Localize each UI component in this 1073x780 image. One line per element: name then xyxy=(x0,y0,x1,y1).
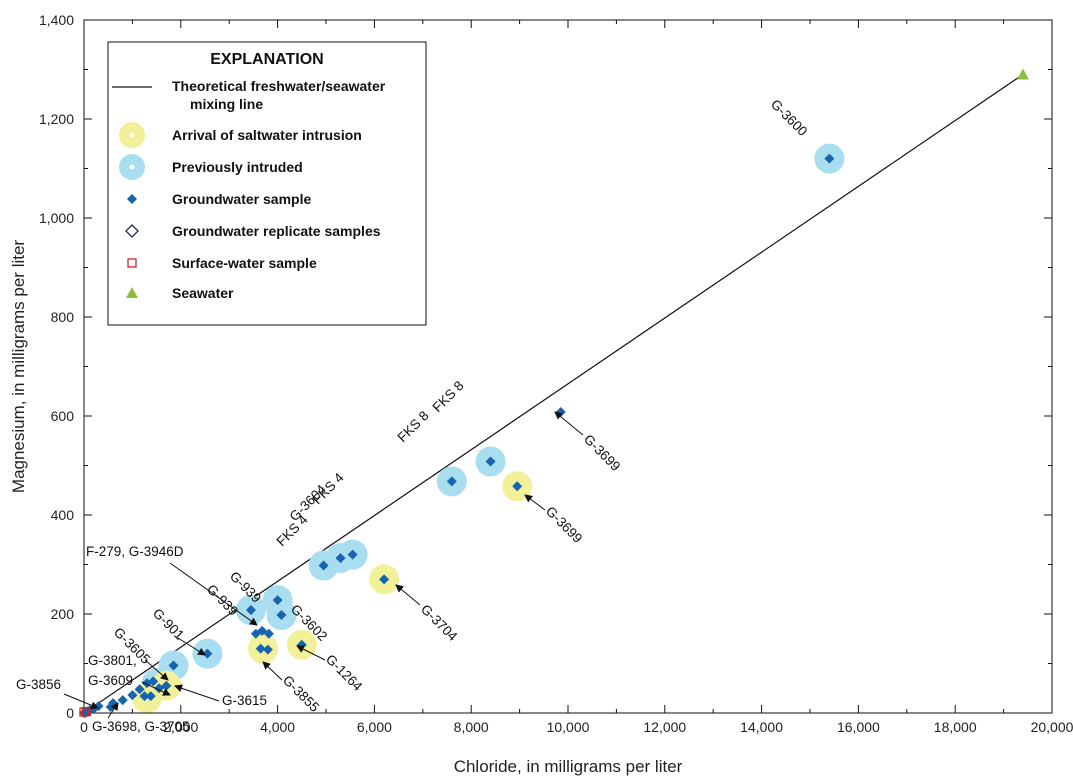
y-tick-label: 1,200 xyxy=(39,111,74,127)
groundwater-point xyxy=(555,407,566,418)
legend-label: Seawater xyxy=(172,285,234,301)
groundwater-point xyxy=(379,574,390,585)
legend-surface-swatch xyxy=(127,258,137,268)
x-tick-label: 18,000 xyxy=(934,719,977,735)
point-annotation: G-3855 xyxy=(280,673,322,715)
point-annotation: G-1264 xyxy=(323,652,366,695)
seawater-point xyxy=(1016,68,1029,80)
x-tick-label: 4,000 xyxy=(260,719,295,735)
groundwater-point xyxy=(276,609,287,620)
y-tick-label: 400 xyxy=(51,507,75,523)
y-tick-label: 0 xyxy=(66,705,74,721)
groundwater-point xyxy=(117,695,128,706)
legend-seawater-swatch xyxy=(126,287,138,298)
groundwater-point xyxy=(318,560,329,571)
groundwater-point xyxy=(335,553,346,564)
point-annotation: G-3699 xyxy=(543,504,585,546)
groundwater-point xyxy=(824,153,835,164)
annotation-arrow xyxy=(262,661,283,681)
legend-label: Groundwater sample xyxy=(172,191,311,207)
annotation-arrow xyxy=(554,411,584,436)
legend-replicate-swatch xyxy=(125,224,139,238)
annotation-arrow xyxy=(174,684,220,702)
annotation-arrow xyxy=(107,702,119,719)
point-annotation: G-3699 xyxy=(581,432,623,474)
x-tick-label: 14,000 xyxy=(740,719,783,735)
y-axis-title: Magnesium, in milligrams per liter xyxy=(9,240,28,494)
groundwater-point xyxy=(139,691,150,702)
groundwater-point xyxy=(145,691,156,702)
annotation-arrow xyxy=(144,659,169,681)
x-tick-label: 6,000 xyxy=(357,719,392,735)
annotation-arrow xyxy=(63,693,99,710)
legend-arrival-dot xyxy=(129,132,135,138)
legend-label: Previously intruded xyxy=(172,159,303,175)
point-annotation: F-279, G-3946D xyxy=(86,544,184,559)
groundwater-point xyxy=(485,456,496,467)
groundwater-point xyxy=(512,481,523,492)
groundwater-point xyxy=(134,684,145,695)
surface-water-point xyxy=(81,706,92,717)
point-annotation: G-3856 xyxy=(16,677,61,692)
legend-label: Theoretical freshwater/seawater xyxy=(172,78,386,94)
groundwater-point xyxy=(168,660,179,671)
legend-label: Groundwater replicate samples xyxy=(172,223,381,239)
legend-label: mixing line xyxy=(190,96,263,112)
x-tick-label: 10,000 xyxy=(547,719,590,735)
legend-label: Surface-water sample xyxy=(172,255,317,271)
point-annotation: G-3615 xyxy=(222,693,267,708)
y-tick-label: 200 xyxy=(51,606,75,622)
legend-box xyxy=(107,41,427,326)
point-annotation: G-3698, G-3705 xyxy=(92,719,190,734)
x-tick-label: 12,000 xyxy=(643,719,686,735)
groundwater-point xyxy=(255,643,266,654)
annotation-arrow xyxy=(177,637,206,656)
annotation-arrow xyxy=(169,562,258,626)
annotation-arrow xyxy=(395,584,421,606)
groundwater-point xyxy=(262,644,273,655)
point-annotation: FKS 8 xyxy=(430,378,467,415)
point-annotation: G-3609 xyxy=(88,673,133,688)
legend-title: EXPLANATION xyxy=(210,51,323,68)
y-tick-label: 1,400 xyxy=(39,12,74,28)
legend-label: Arrival of saltwater intrusion xyxy=(172,127,362,143)
x-tick-label: 0 xyxy=(80,719,88,735)
groundwater-point xyxy=(347,549,358,560)
legend-groundwater-swatch xyxy=(127,194,137,204)
groundwater-point xyxy=(446,476,457,487)
point-annotation: G-3704 xyxy=(418,602,461,645)
x-tick-label: 8,000 xyxy=(454,719,489,735)
y-tick-label: 1,000 xyxy=(39,210,74,226)
point-annotation: FKS 8 xyxy=(395,408,432,445)
groundwater-point xyxy=(127,690,138,701)
y-tick-label: 800 xyxy=(51,309,75,325)
annotation-arrow xyxy=(524,494,546,511)
point-annotation: G-3801, xyxy=(88,653,137,668)
point-annotation: G-901 xyxy=(150,606,187,643)
groundwater-point xyxy=(245,605,256,616)
x-axis-title: Chloride, in milligrams per liter xyxy=(454,757,683,776)
legend-previous-dot xyxy=(129,164,135,170)
y-tick-label: 600 xyxy=(51,408,75,424)
x-tick-label: 16,000 xyxy=(837,719,880,735)
groundwater-point xyxy=(263,628,274,639)
point-annotation: G-3600 xyxy=(768,97,810,139)
annotation-arrow xyxy=(141,681,171,696)
groundwater-point xyxy=(148,676,159,687)
groundwater-point xyxy=(272,595,283,606)
x-tick-label: 20,000 xyxy=(1031,719,1073,735)
annotation-arrow xyxy=(296,645,326,661)
x-tick-label: 2,000 xyxy=(163,719,198,735)
